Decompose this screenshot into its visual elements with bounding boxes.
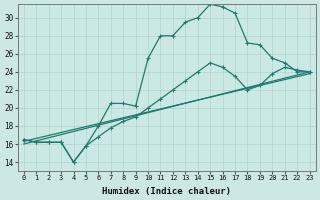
X-axis label: Humidex (Indice chaleur): Humidex (Indice chaleur) [102, 187, 231, 196]
